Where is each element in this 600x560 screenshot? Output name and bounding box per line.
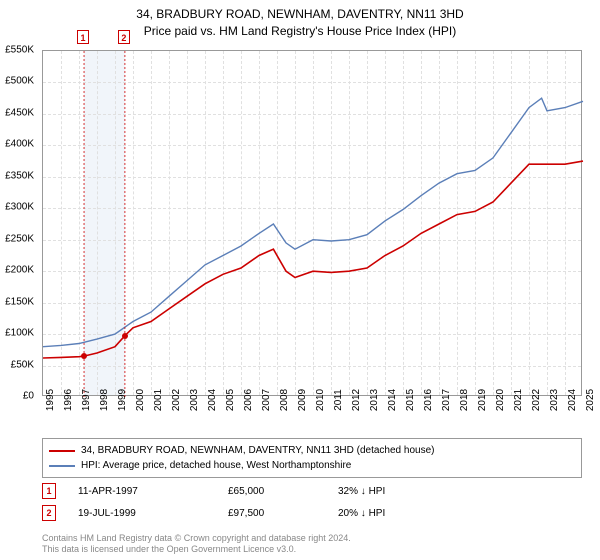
sale-dot: [81, 353, 87, 359]
legend-row: HPI: Average price, detached house, West…: [49, 458, 575, 473]
x-tick-label: 2024: [567, 389, 578, 411]
x-tick-label: 1996: [63, 389, 74, 411]
legend-label: HPI: Average price, detached house, West…: [81, 458, 351, 473]
series-hpi: [43, 98, 583, 347]
y-tick-label: £200K: [5, 265, 34, 276]
y-tick-label: £50K: [11, 359, 34, 370]
attribution-line: This data is licensed under the Open Gov…: [42, 544, 582, 556]
top-marker-icon: 1: [77, 30, 89, 44]
x-tick-label: 2005: [225, 389, 236, 411]
x-tick-label: 2017: [441, 389, 452, 411]
legend-swatch: [49, 465, 75, 467]
y-tick-label: £550K: [5, 45, 34, 56]
sale-dot: [122, 333, 128, 339]
title-block: 34, BRADBURY ROAD, NEWNHAM, DAVENTRY, NN…: [0, 0, 600, 40]
x-tick-label: 2006: [243, 389, 254, 411]
plot-border: [42, 50, 582, 396]
line-svg: [43, 51, 583, 397]
x-tick-label: 2014: [387, 389, 398, 411]
sales-delta: 20% ↓ HPI: [338, 508, 458, 519]
x-tick-label: 2025: [585, 389, 596, 411]
y-tick-label: £400K: [5, 139, 34, 150]
sales-price: £97,500: [228, 508, 328, 519]
x-tick-label: 1998: [99, 389, 110, 411]
sales-price: £65,000: [228, 486, 328, 497]
x-tick-label: 2021: [513, 389, 524, 411]
attribution: Contains HM Land Registry data © Crown c…: [42, 533, 582, 556]
title: 34, BRADBURY ROAD, NEWNHAM, DAVENTRY, NN…: [0, 6, 600, 23]
y-tick-label: £350K: [5, 170, 34, 181]
x-tick-label: 2019: [477, 389, 488, 411]
x-tick-label: 2009: [297, 389, 308, 411]
x-tick-label: 2008: [279, 389, 290, 411]
sales-row: 2 19-JUL-1999 £97,500 20% ↓ HPI: [42, 502, 582, 524]
sales-delta: 32% ↓ HPI: [338, 486, 458, 497]
sales-table: 1 11-APR-1997 £65,000 32% ↓ HPI 2 19-JUL…: [42, 480, 582, 524]
y-tick-label: £100K: [5, 328, 34, 339]
y-tick-label: £500K: [5, 76, 34, 87]
x-tick-label: 2018: [459, 389, 470, 411]
x-tick-label: 2023: [549, 389, 560, 411]
legend-label: 34, BRADBURY ROAD, NEWNHAM, DAVENTRY, NN…: [81, 443, 434, 458]
x-tick-label: 2007: [261, 389, 272, 411]
legend: 34, BRADBURY ROAD, NEWNHAM, DAVENTRY, NN…: [42, 438, 582, 478]
top-marker-icon: 2: [118, 30, 130, 44]
chart-container: 34, BRADBURY ROAD, NEWNHAM, DAVENTRY, NN…: [0, 0, 600, 560]
attribution-line: Contains HM Land Registry data © Crown c…: [42, 533, 582, 545]
x-tick-label: 2000: [135, 389, 146, 411]
y-tick-label: £250K: [5, 233, 34, 244]
x-tick-label: 2022: [531, 389, 542, 411]
x-tick-label: 2012: [351, 389, 362, 411]
x-tick-label: 2011: [333, 389, 344, 411]
x-tick-label: 1995: [45, 389, 56, 411]
sales-date: 11-APR-1997: [78, 486, 218, 497]
sales-marker-icon: 2: [42, 505, 56, 521]
y-tick-label: £0: [23, 391, 34, 402]
y-tick-label: £150K: [5, 296, 34, 307]
x-tick-label: 2010: [315, 389, 326, 411]
sales-row: 1 11-APR-1997 £65,000 32% ↓ HPI: [42, 480, 582, 502]
x-tick-label: 2020: [495, 389, 506, 411]
x-tick-label: 2004: [207, 389, 218, 411]
y-tick-label: £300K: [5, 202, 34, 213]
chart-area: £0£50K£100K£150K£200K£250K£300K£350K£400…: [42, 50, 582, 396]
legend-row: 34, BRADBURY ROAD, NEWNHAM, DAVENTRY, NN…: [49, 443, 575, 458]
x-tick-label: 2003: [189, 389, 200, 411]
x-tick-label: 2001: [153, 389, 164, 411]
sales-date: 19-JUL-1999: [78, 508, 218, 519]
legend-swatch: [49, 450, 75, 452]
sales-marker-icon: 1: [42, 483, 56, 499]
x-tick-label: 2015: [405, 389, 416, 411]
subtitle: Price paid vs. HM Land Registry's House …: [0, 23, 600, 40]
x-tick-label: 2002: [171, 389, 182, 411]
x-tick-label: 1999: [117, 389, 128, 411]
y-tick-label: £450K: [5, 107, 34, 118]
x-tick-label: 2013: [369, 389, 380, 411]
x-tick-label: 2016: [423, 389, 434, 411]
x-tick-label: 1997: [81, 389, 92, 411]
